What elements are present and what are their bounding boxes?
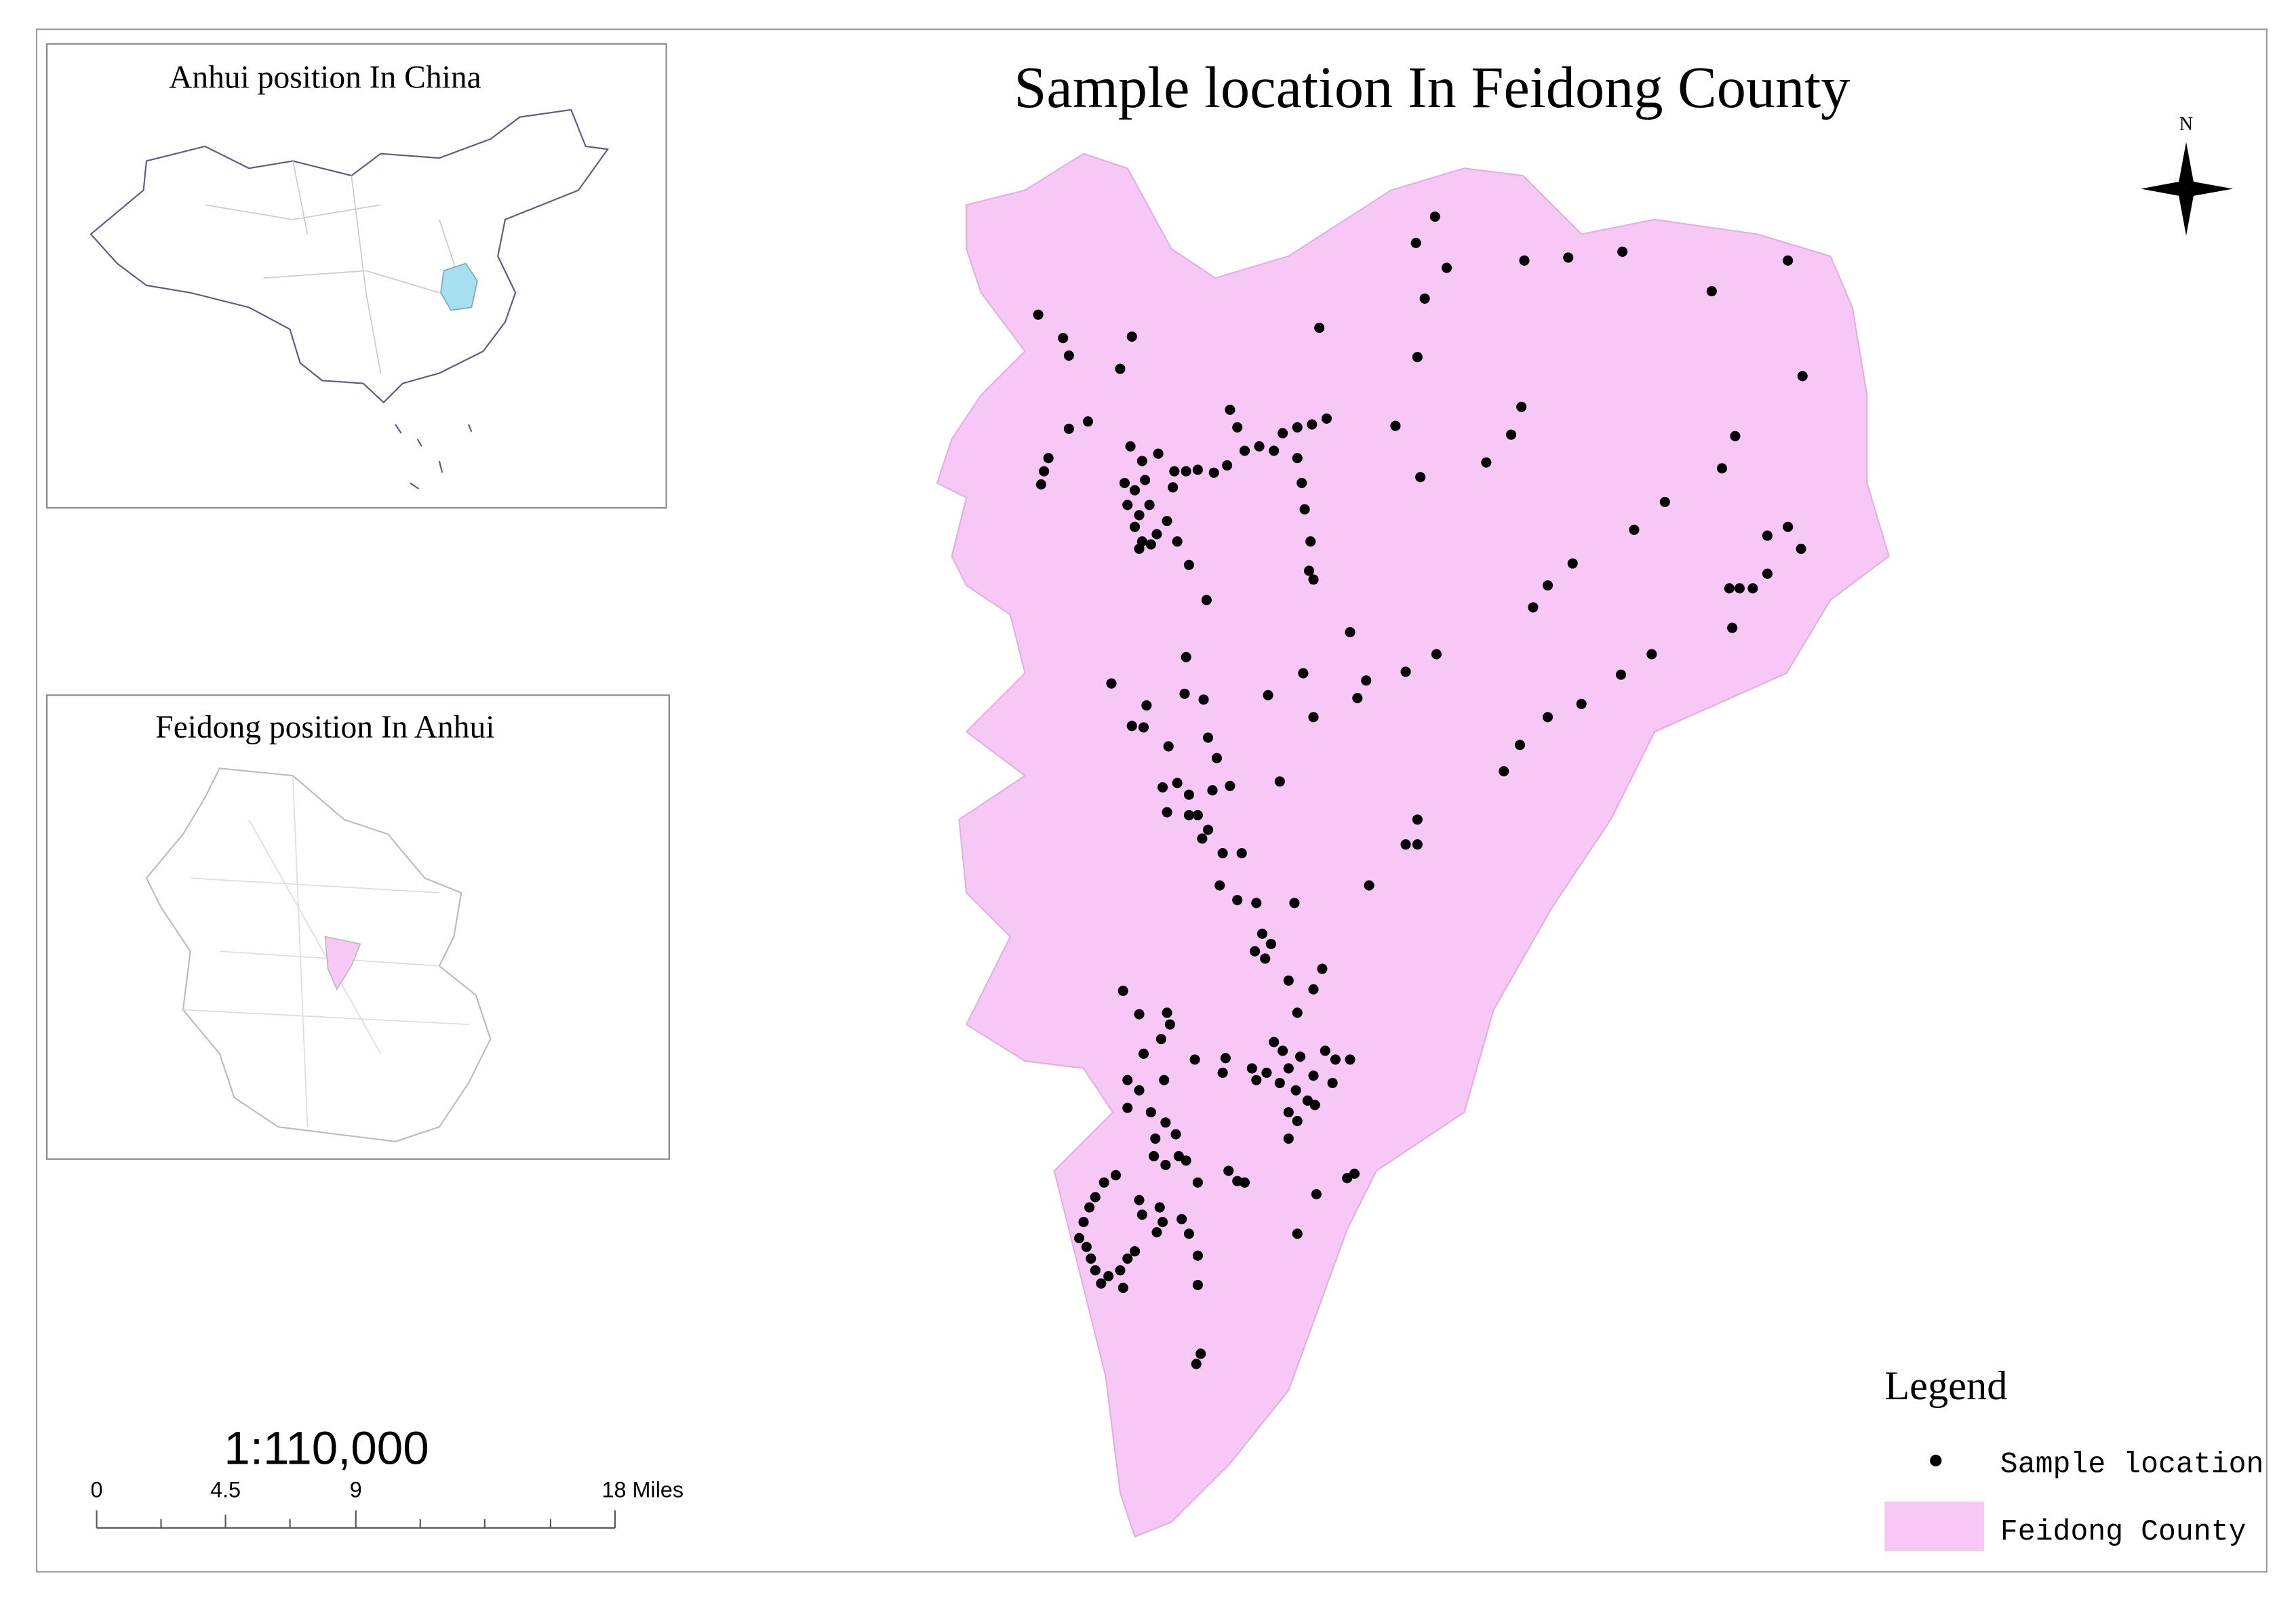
- scale-ratio: 1:110,000: [224, 1422, 429, 1475]
- legend-title: Legend: [1884, 1363, 2007, 1409]
- scale-label: 18 Miles: [602, 1477, 684, 1502]
- legend-area-symbol: [1884, 1501, 1985, 1552]
- north-label: N: [2179, 114, 2193, 135]
- scale-bar: [96, 1510, 616, 1529]
- scale-label: 0: [91, 1477, 103, 1502]
- scale-label: 4.5: [210, 1477, 241, 1502]
- province-lines: [205, 161, 469, 374]
- scale-labels: 0 4.5 9 18 Miles: [91, 1477, 684, 1502]
- scale-label: 9: [350, 1477, 362, 1502]
- inset-title: Anhui position In China: [169, 60, 481, 96]
- map-title: Sample location In Feidong County: [1014, 55, 1850, 120]
- islands: [395, 424, 473, 489]
- china-outline: [90, 108, 610, 404]
- sample-points: [1033, 211, 1808, 1369]
- legend-point-symbol: [1930, 1454, 1942, 1467]
- inset-title: Feidong position In Anhui: [155, 710, 494, 745]
- north-arrow: N: [2141, 114, 2234, 236]
- frame: [35, 28, 2268, 1573]
- county-lines: [182, 776, 469, 1127]
- legend-label: Sample location: [2000, 1448, 2264, 1481]
- legend-label: Feidong County: [2000, 1515, 2246, 1548]
- anhui-highlight: [440, 262, 478, 311]
- anhui-outline: [145, 767, 492, 1142]
- feidong-highlight: [324, 936, 361, 991]
